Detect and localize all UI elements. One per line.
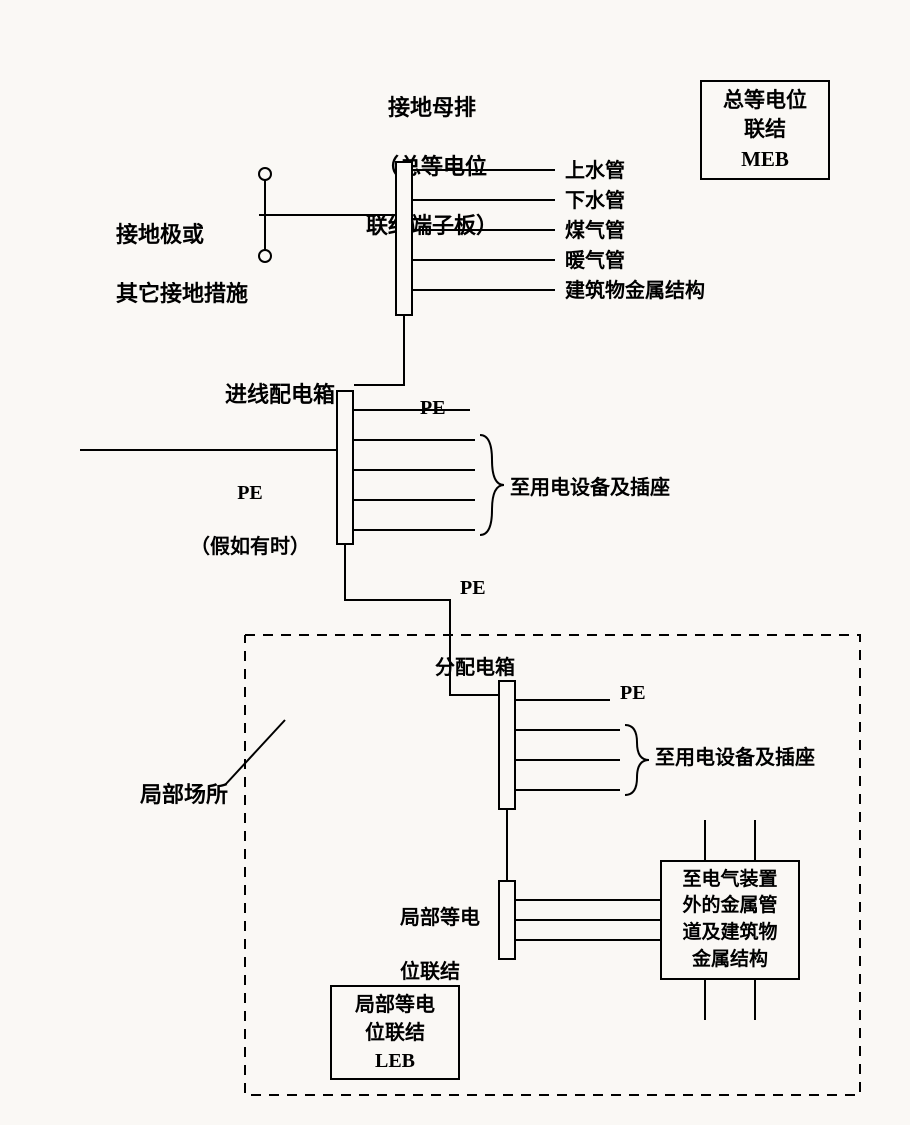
local-bus [498, 880, 516, 960]
meb-bus [395, 161, 413, 316]
incoming-bus [336, 390, 354, 545]
leb-box: 局部等电 位联结 LEB [330, 985, 460, 1080]
pe-label-2: PE [620, 680, 646, 707]
pe-label-vert: PE [460, 575, 486, 602]
meb-box: 总等电位 联结 MEB [700, 80, 830, 180]
meb-conn-2: 煤气管 [565, 218, 625, 245]
meb-bus-title: 接地母排 （总等电位 联结端子板） [355, 63, 498, 241]
meb-conn-1: 下水管 [565, 188, 625, 215]
meb-conn-4: 建筑物金属结构 [565, 278, 705, 305]
incoming-box-label: 进线配电箱 [225, 380, 335, 410]
pe-optional: PE （假如有时） [180, 453, 310, 561]
sub-box-label: 分配电箱 [435, 655, 515, 682]
local-area-label: 局部场所 [140, 780, 228, 810]
external-box: 至电气装置 外的金属管 道及建筑物 金属结构 [660, 860, 800, 980]
meb-conn-3: 暖气管 [565, 248, 625, 275]
ground-label: 接地极或 其它接地措施 [105, 190, 248, 309]
sub-bus [498, 680, 516, 810]
meb-conn-0: 上水管 [565, 158, 625, 185]
to-equipment-1: 至用电设备及插座 [510, 475, 670, 502]
to-equipment-2: 至用电设备及插座 [655, 745, 815, 772]
pe-label-1: PE [420, 395, 446, 422]
